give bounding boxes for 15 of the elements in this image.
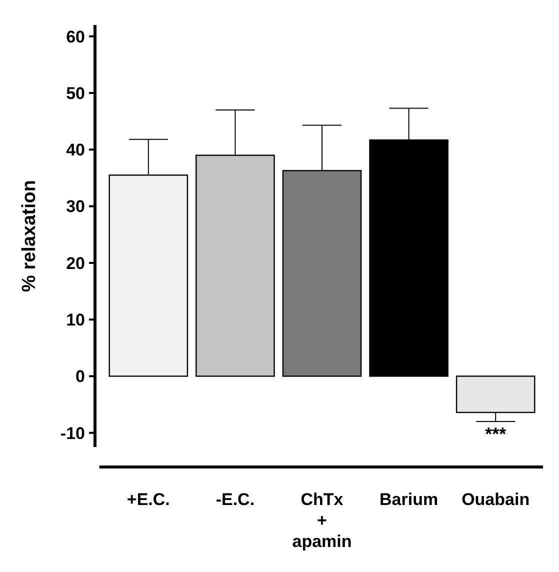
x-tick-label: Ouabain [462,490,530,509]
x-tick-label: ChTx + apamin [292,490,352,551]
y-tick-label: 30 [66,197,85,216]
y-tick-label: 20 [66,254,85,273]
y-tick-label: 60 [66,27,85,46]
x-tick-label: -E.C. [216,490,255,509]
y-tick-label: 0 [76,367,85,386]
y-tick-label: -10 [60,424,85,443]
y-tick-label: 10 [66,310,85,330]
y-axis-title: % relaxation [19,180,40,292]
annotation: *** [485,424,506,444]
y-tick-label: 50 [66,84,85,103]
x-tick-label: +E.C. [126,490,170,509]
x-tick-label: Barium [380,490,438,509]
y-tick-label: 40 [66,140,85,160]
